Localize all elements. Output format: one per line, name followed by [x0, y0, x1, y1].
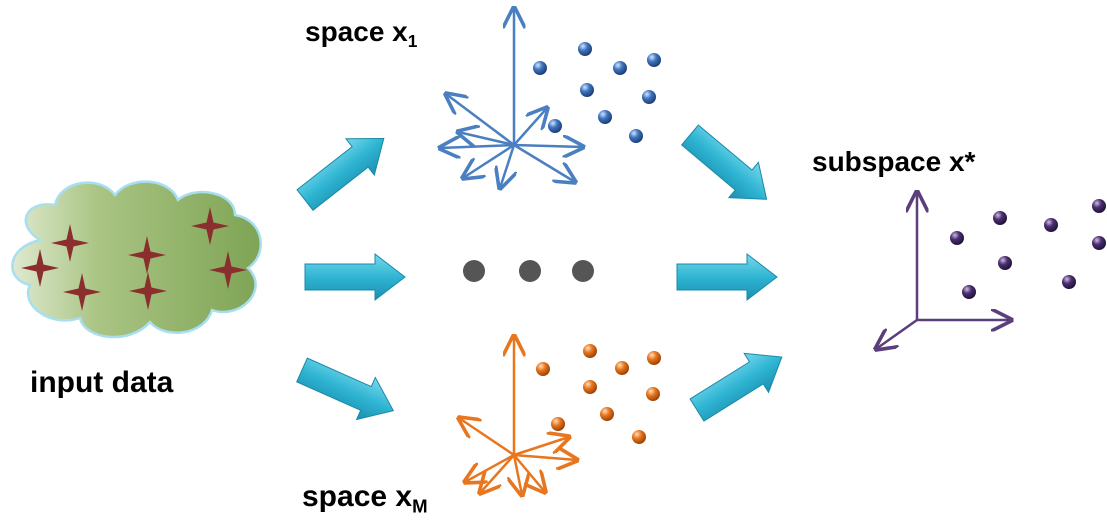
- arrow-space1-to-subspace-icon: [674, 116, 782, 218]
- block-arrow-icon-group: [290, 116, 795, 433]
- space1-points: [533, 42, 661, 143]
- space-1-label-prefix: space x: [305, 16, 408, 47]
- space-M-label-prefix: space x: [302, 480, 413, 513]
- arrow-spaceM-to-subspace-icon: [684, 337, 795, 431]
- space-M-label: space xM: [302, 480, 428, 516]
- space-1-label: space x1: [305, 16, 417, 50]
- arrow-to-middle-icon: [304, 253, 406, 301]
- input-data-label: input data: [30, 366, 174, 399]
- spaceM-points: [536, 344, 661, 444]
- arrow-to-spaceM-icon: [292, 348, 404, 433]
- subspace-label: subspace x*: [812, 146, 976, 177]
- space-M-label-subscript: M: [412, 495, 428, 517]
- arrow-to-space1-icon: [290, 119, 399, 219]
- input-cloud-icon: [11, 180, 262, 339]
- arrow-middle-to-subspace-icon: [676, 253, 778, 301]
- space1-axes-icon: [440, 8, 583, 188]
- spaceM-axes-icon: [459, 336, 577, 495]
- ellipsis-icon: [463, 260, 594, 282]
- subspace-points: [950, 199, 1106, 299]
- space-1-label-subscript: 1: [407, 31, 418, 52]
- subspace-axes-icon: [876, 192, 1011, 349]
